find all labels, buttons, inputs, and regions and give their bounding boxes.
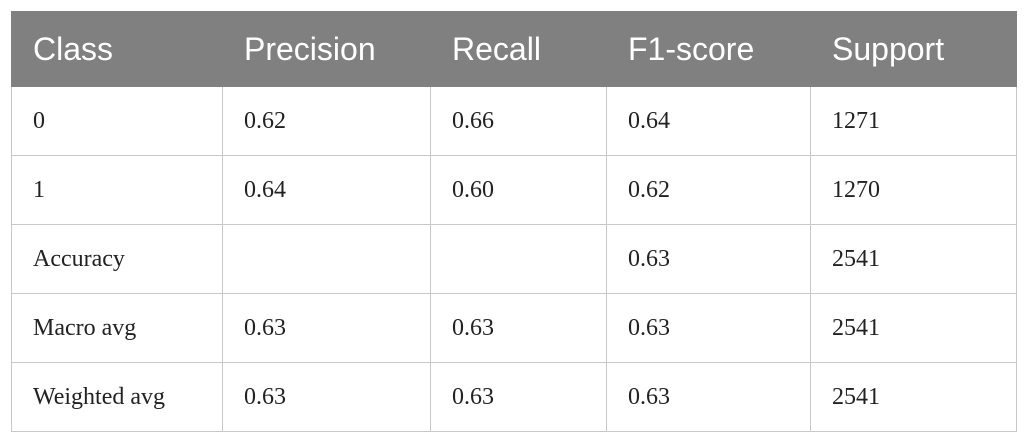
header-row: Class Precision Recall F1-score Support bbox=[11, 11, 1017, 87]
header-cell: Recall bbox=[430, 11, 607, 87]
header-cell: F1-score bbox=[606, 11, 811, 87]
table-row: 1 0.64 0.60 0.62 1270 bbox=[11, 155, 1017, 225]
table-cell: 0.63 bbox=[606, 224, 811, 294]
header-cell: Class bbox=[11, 11, 223, 87]
table-cell: 0.63 bbox=[606, 362, 811, 432]
table-cell: 0.63 bbox=[430, 362, 607, 432]
table-cell: 0.62 bbox=[606, 155, 811, 225]
table-cell: 1270 bbox=[810, 155, 1017, 225]
empty-cell bbox=[430, 224, 607, 294]
table-cell: 0.66 bbox=[430, 86, 607, 156]
metrics-table: Class Precision Recall F1-score Support 0 0.6… bbox=[11, 11, 1017, 432]
table-cell: 2541 bbox=[810, 362, 1017, 432]
table-cell: Weighted avg bbox=[11, 362, 223, 432]
table-cell: 0.63 bbox=[430, 293, 607, 363]
table-cell: 0.60 bbox=[430, 155, 607, 225]
table-cell: 0.64 bbox=[222, 155, 431, 225]
header-cell: Support bbox=[810, 11, 1017, 87]
table-body: 0 0.62 0.66 0.64 1271 1 0.64 0.60 0.62 1270 Accura… bbox=[11, 86, 1017, 432]
table-row: Weighted avg 0.63 0.63 0.63 2541 bbox=[11, 362, 1017, 432]
header-cell: Precision bbox=[222, 11, 431, 87]
empty-cell bbox=[222, 224, 431, 294]
table-cell: 0.63 bbox=[222, 362, 431, 432]
table-row: 0 0.62 0.66 0.64 1271 bbox=[11, 86, 1017, 156]
table-row: Macro avg 0.63 0.63 0.63 2541 bbox=[11, 293, 1017, 363]
table-row: Accuracy 0.63 2541 bbox=[11, 224, 1017, 294]
table-cell: 2541 bbox=[810, 293, 1017, 363]
table-cell: Macro avg bbox=[11, 293, 223, 363]
table-header: Class Precision Recall F1-score Support bbox=[11, 11, 1017, 87]
table-cell: 0.63 bbox=[606, 293, 811, 363]
table-cell: 0.62 bbox=[222, 86, 431, 156]
table-cell: 0.63 bbox=[222, 293, 431, 363]
table-cell: 1271 bbox=[810, 86, 1017, 156]
table-cell: 1 bbox=[11, 155, 223, 225]
table-cell: 0 bbox=[11, 86, 223, 156]
table-cell: 0.64 bbox=[606, 86, 811, 156]
table-cell: 2541 bbox=[810, 224, 1017, 294]
table-cell: Accuracy bbox=[11, 224, 223, 294]
